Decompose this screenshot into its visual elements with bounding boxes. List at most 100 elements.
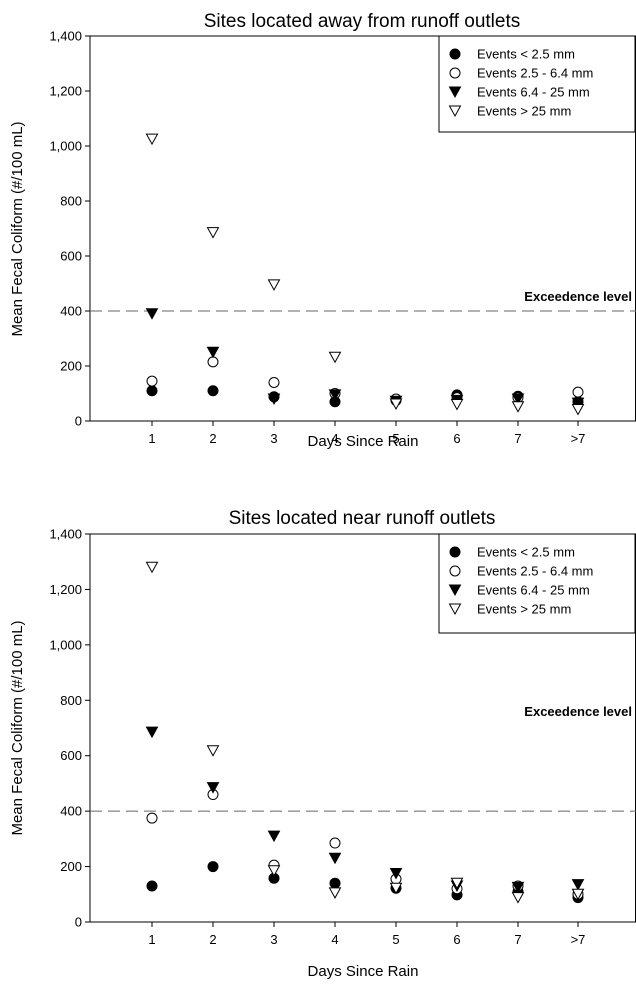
legend-marker [449, 67, 461, 79]
legend-marker [448, 105, 462, 118]
x-axis-label: Days Since Rain [308, 433, 419, 450]
data-point [511, 892, 525, 904]
data-point [145, 308, 159, 320]
x-tick-label: 2 [209, 431, 216, 446]
data-point [511, 401, 525, 413]
y-tick-label: 1,400 [49, 29, 82, 44]
data-point [389, 868, 403, 880]
x-tick-label: 5 [392, 431, 399, 446]
y-tick-label: 1,000 [49, 637, 82, 652]
legend-label: Events 6.4 - 25 mm [477, 583, 590, 598]
legend-marker [448, 584, 462, 597]
data-point [206, 227, 220, 239]
data-point [328, 887, 342, 899]
data-point [206, 782, 220, 794]
data-point [268, 377, 280, 388]
y-tick-label: 800 [60, 693, 82, 708]
x-axis-label: Days Since Rain [308, 963, 419, 980]
x-tick-label: 7 [514, 431, 521, 446]
y-tick-label: 0 [75, 915, 82, 930]
y-tick-label: 1,200 [49, 84, 82, 99]
data-point [511, 393, 525, 406]
data-point [207, 356, 219, 368]
data-point [389, 398, 403, 410]
data-point [207, 861, 219, 873]
chart-panel-away: Sites located away from runoff outlets M… [9, 11, 636, 450]
data-point [329, 837, 341, 849]
legend-label: Events < 2.5 mm [477, 545, 575, 560]
y-tick-label: 200 [60, 359, 82, 374]
data-point [267, 279, 281, 291]
x-tick-label: 4 [331, 932, 338, 947]
y-tick-label: 0 [75, 414, 82, 429]
data-point [207, 385, 219, 397]
y-tick-label: 1,200 [49, 582, 82, 597]
data-point [571, 888, 585, 901]
legend-box [438, 35, 636, 133]
data-point [206, 346, 220, 359]
data-point [571, 397, 585, 410]
legend-label: Events < 2.5 mm [477, 47, 575, 62]
data-point [146, 385, 158, 397]
data-point [571, 403, 585, 416]
data-point [571, 879, 585, 891]
x-tick-label: >7 [571, 932, 586, 947]
legend-marker [449, 48, 461, 60]
data-point [145, 726, 159, 739]
data-point [450, 399, 464, 411]
legend-label: Events > 25 mm [477, 104, 571, 119]
chart-title: Sites located near runoff outlets [229, 508, 496, 529]
y-tick-label: 1,000 [49, 139, 82, 154]
data-point [146, 880, 158, 892]
legend-label: Events 2.5 - 6.4 mm [477, 66, 593, 81]
chart-title: Sites located away from runoff outlets [204, 11, 520, 32]
data-point [328, 852, 342, 865]
legend-marker [449, 565, 461, 577]
x-tick-label: 4 [331, 431, 338, 446]
data-point [206, 745, 220, 757]
x-tick-label: 3 [270, 932, 277, 947]
data-point [450, 877, 464, 890]
x-tick-label: 1 [148, 431, 155, 446]
legend-label: Events 2.5 - 6.4 mm [477, 564, 593, 579]
data-point [328, 351, 342, 364]
data-point [145, 561, 159, 574]
x-tick-label: 6 [453, 431, 460, 446]
legend-marker [448, 86, 462, 99]
x-tick-label: >7 [571, 431, 586, 446]
data-point [145, 133, 159, 146]
legend-label: Events 6.4 - 25 mm [477, 85, 590, 100]
y-tick-label: 600 [60, 748, 82, 763]
data-point [267, 830, 281, 843]
y-tick-label: 200 [60, 859, 82, 874]
data-point [146, 375, 158, 387]
legend-box [438, 533, 636, 634]
legend-marker [448, 603, 462, 616]
y-axis-label: Mean Fecal Coliform (#/100 mL) [9, 121, 26, 336]
x-tick-label: 2 [209, 932, 216, 947]
exceedence-label: Exceedence level [524, 704, 632, 719]
legend-label: Events > 25 mm [477, 602, 571, 617]
data-point [267, 393, 281, 406]
y-axis-label: Mean Fecal Coliform (#/100 mL) [9, 620, 26, 835]
data-point [572, 386, 584, 398]
y-tick-label: 400 [60, 804, 82, 819]
data-point [328, 389, 342, 401]
exceedence-label: Exceedence level [524, 289, 632, 304]
y-tick-label: 400 [60, 304, 82, 319]
x-tick-label: 5 [392, 932, 399, 947]
y-tick-label: 800 [60, 194, 82, 209]
x-tick-label: 1 [148, 932, 155, 947]
data-point [267, 865, 281, 877]
data-point [329, 877, 341, 889]
x-tick-label: 6 [453, 932, 460, 947]
x-tick-label: 7 [514, 932, 521, 947]
x-tick-label: 3 [270, 431, 277, 446]
chart-panel-near: Sites located near runoff outlets Mean F… [9, 508, 636, 980]
data-point [511, 881, 525, 894]
data-point [389, 882, 403, 895]
y-tick-label: 600 [60, 249, 82, 264]
data-point [146, 812, 158, 824]
y-tick-label: 1,400 [49, 527, 82, 542]
